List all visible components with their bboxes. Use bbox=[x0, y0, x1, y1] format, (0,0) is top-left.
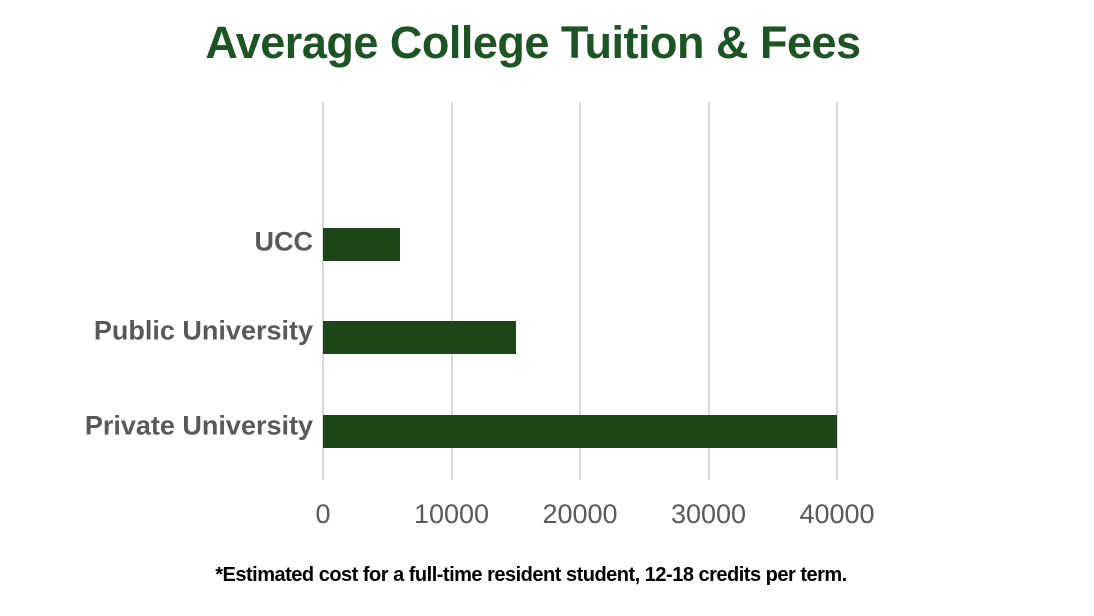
chart-title: Average College Tuition & Fees bbox=[205, 17, 861, 68]
category-label-ucc: UCC bbox=[254, 226, 314, 257]
category-label-public-university: Public University bbox=[93, 315, 313, 346]
x-axis-tick-label-30000: 30000 bbox=[670, 499, 747, 529]
bar-ucc bbox=[323, 227, 401, 261]
chart-footnote: *Estimated cost for a full-time resident… bbox=[215, 564, 847, 586]
x-axis-tick-label-40000: 40000 bbox=[799, 499, 875, 529]
x-axis-tick-label-10000: 10000 bbox=[413, 499, 490, 529]
category-label-private-university: Private University bbox=[84, 410, 313, 441]
gridline-30000 bbox=[707, 102, 710, 480]
gridline-40000 bbox=[836, 102, 838, 480]
gridline-0 bbox=[322, 102, 324, 480]
gridline-10000 bbox=[450, 102, 453, 480]
gridline-20000 bbox=[579, 102, 581, 480]
bar-public-university bbox=[323, 321, 516, 354]
bar-private-university bbox=[323, 415, 837, 448]
x-axis-tick-label-20000: 20000 bbox=[542, 499, 618, 529]
x-axis-tick-label-0: 0 bbox=[315, 499, 331, 529]
plot-area bbox=[322, 102, 838, 480]
